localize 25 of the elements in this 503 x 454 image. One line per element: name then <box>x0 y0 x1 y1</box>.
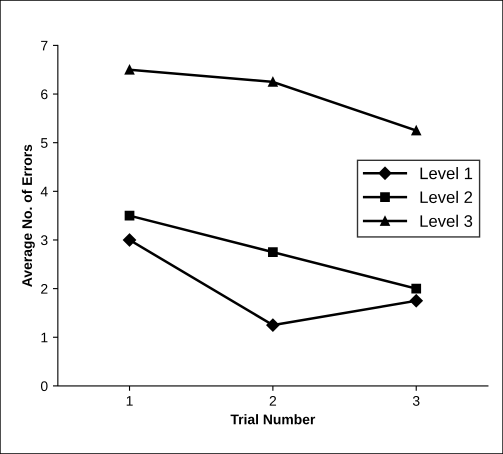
legend-label: Level 3 <box>420 214 472 227</box>
legend-label: Level 1 <box>420 166 472 180</box>
legend-label: Level 2 <box>420 190 472 204</box>
point <box>268 77 278 87</box>
x-axis-title: Trial Number <box>230 414 316 424</box>
y-tick-label: 4 <box>40 186 48 196</box>
x-tick-label: 3 <box>412 396 420 406</box>
point <box>411 284 422 294</box>
point <box>411 126 422 136</box>
y-tick-label: 6 <box>41 89 48 100</box>
point <box>410 294 423 308</box>
y-tick-label: 5 <box>40 138 48 148</box>
y-tick-label: 0 <box>40 381 48 392</box>
x-tick-label: 2 <box>270 396 276 406</box>
y-tick-label: 7 <box>41 40 48 50</box>
point <box>124 64 134 75</box>
y-axis-title: Average No. of Errors <box>22 144 35 287</box>
y-tick-label: 2 <box>41 284 48 294</box>
point <box>266 318 280 332</box>
y-tick-label: 1 <box>41 332 48 342</box>
x-tick-label: 1 <box>126 396 133 406</box>
point <box>122 233 136 247</box>
point <box>268 247 278 257</box>
y-tick-label: 3 <box>40 235 48 246</box>
point <box>124 210 134 221</box>
